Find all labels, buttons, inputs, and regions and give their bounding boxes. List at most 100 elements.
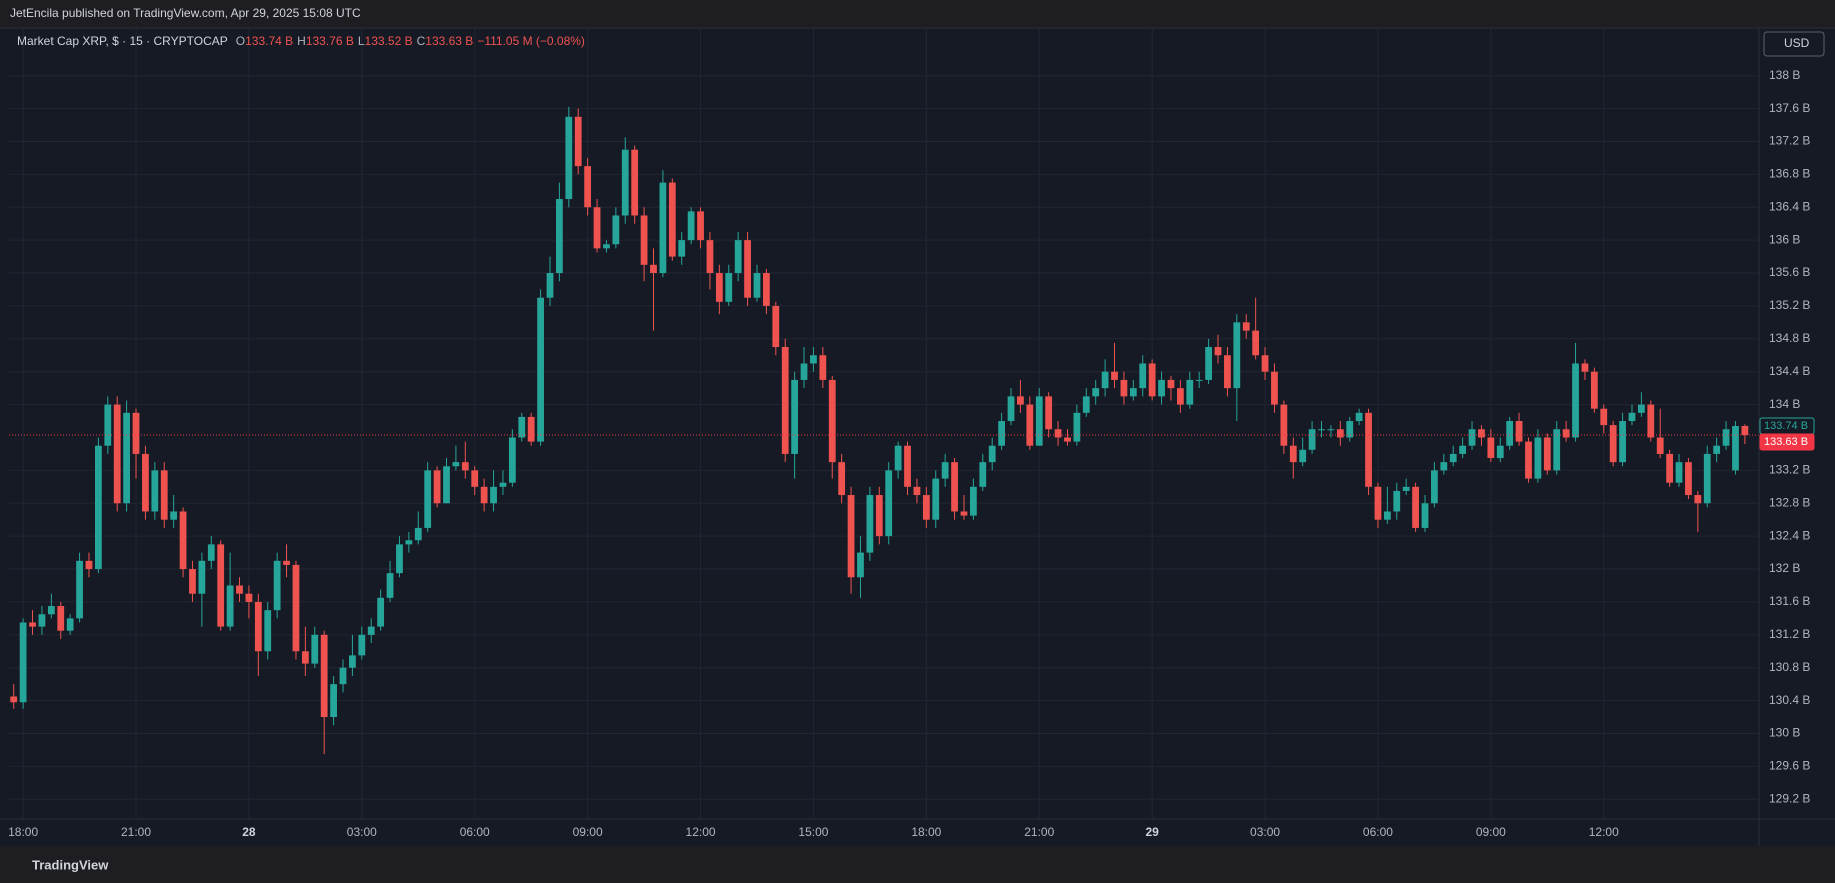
y-tick-label: 136.4 B: [1769, 199, 1810, 213]
y-tick-label: 134 B: [1769, 397, 1800, 411]
candle-body: [1374, 486, 1382, 520]
y-tick-label: 130.8 B: [1769, 660, 1810, 674]
y-tick-label: 129.2 B: [1769, 791, 1810, 805]
candle-body: [631, 149, 639, 216]
candle-body: [847, 495, 855, 578]
candle-body: [94, 445, 102, 570]
candle-body: [518, 416, 526, 438]
candle-body: [1600, 408, 1608, 426]
candle-body: [226, 585, 234, 627]
candle-body: [1496, 445, 1504, 459]
candle-body: [236, 585, 243, 594]
legend-key: L: [357, 34, 365, 48]
candle-body: [1468, 429, 1476, 446]
x-tick-label: 06:00: [460, 825, 490, 839]
candle-body: [452, 462, 460, 467]
candle-body: [1139, 363, 1147, 389]
top-bar: [0, 0, 1835, 28]
candle-body: [1289, 445, 1297, 463]
candle-body: [480, 486, 488, 504]
candle-body: [1261, 355, 1269, 372]
candle-body: [1045, 396, 1053, 430]
y-tick-label: 138 B: [1769, 68, 1800, 82]
candle-body: [10, 696, 18, 703]
candle-body: [1327, 429, 1335, 431]
publish-header: JetEncila published on TradingView.com, …: [10, 6, 361, 20]
candle-body: [1656, 437, 1664, 454]
y-tick-label: 131.6 B: [1769, 594, 1810, 608]
candle-body: [1487, 437, 1495, 459]
candle-body: [800, 363, 808, 380]
candle-body: [358, 634, 366, 656]
candle-body: [1299, 449, 1307, 463]
candle-body: [76, 560, 83, 619]
candle-body: [339, 667, 347, 685]
candle-body: [725, 273, 733, 302]
candle-body: [367, 626, 375, 635]
currency-label[interactable]: USD: [1784, 36, 1810, 50]
candle-body: [894, 445, 902, 471]
candle-body: [734, 240, 742, 274]
candle-body: [659, 182, 667, 274]
candle-body: [330, 684, 337, 718]
candle-body: [499, 482, 507, 487]
candle-body: [424, 470, 432, 528]
x-tick-label: 12:00: [686, 825, 716, 839]
currency-button[interactable]: [1763, 31, 1825, 57]
candle-body: [245, 593, 253, 602]
brand: TradingView: [32, 857, 109, 872]
candle-body: [885, 470, 893, 537]
x-tick-label: 09:00: [1476, 825, 1506, 839]
candle-body: [1412, 486, 1419, 528]
legend-value: 133.52 B: [364, 34, 413, 48]
candle-body: [264, 610, 272, 652]
x-tick-label: 28: [242, 825, 256, 839]
candle-body: [414, 527, 422, 541]
candle-body: [1167, 379, 1175, 389]
candle-body: [1383, 511, 1391, 520]
candle-body: [781, 347, 789, 454]
candle-body: [1054, 429, 1062, 438]
candle-body: [584, 166, 592, 208]
candle-body: [1158, 379, 1165, 397]
candle-body: [1609, 425, 1617, 463]
candle-body: [810, 355, 817, 364]
candle-body: [932, 478, 940, 520]
x-tick-label: 09:00: [573, 825, 603, 839]
candle-body: [1007, 396, 1015, 422]
candle-body: [537, 297, 544, 442]
candle-body: [1214, 347, 1222, 356]
candle-body: [979, 462, 987, 487]
candle-body: [1722, 429, 1730, 446]
candle-body: [1271, 371, 1278, 405]
x-tick-label: 18:00: [8, 825, 38, 839]
y-tick-label: 132 B: [1769, 561, 1800, 575]
candle-body: [941, 462, 949, 479]
candle-body: [1092, 388, 1100, 397]
candle-body: [1703, 453, 1711, 504]
candle-body: [254, 601, 262, 652]
candle-body: [838, 462, 846, 496]
legend-symbol: Market Cap XRP, $ · 15 · CRYPTOCAP: [17, 34, 228, 48]
candle-body: [1685, 462, 1692, 496]
y-tick-label: 130 B: [1769, 726, 1800, 740]
candle-body: [1186, 379, 1194, 405]
candle-body: [113, 404, 121, 504]
candle-body: [1421, 503, 1429, 528]
candle-body: [678, 240, 686, 257]
candle-body: [1478, 429, 1485, 438]
candle-body: [142, 453, 149, 512]
plot-area: [9, 28, 1759, 819]
candle-body: [1101, 371, 1109, 389]
price-tag-label: 133.74 B: [1764, 420, 1808, 432]
candle-body: [1694, 495, 1702, 504]
candle-body: [1459, 445, 1467, 454]
candle-body: [715, 273, 723, 302]
y-tick-label: 129.6 B: [1769, 759, 1810, 773]
candle-body: [1064, 437, 1071, 442]
legend-key: C: [416, 34, 426, 48]
candle-body: [1082, 396, 1090, 413]
x-tick-label: 21:00: [1024, 825, 1054, 839]
